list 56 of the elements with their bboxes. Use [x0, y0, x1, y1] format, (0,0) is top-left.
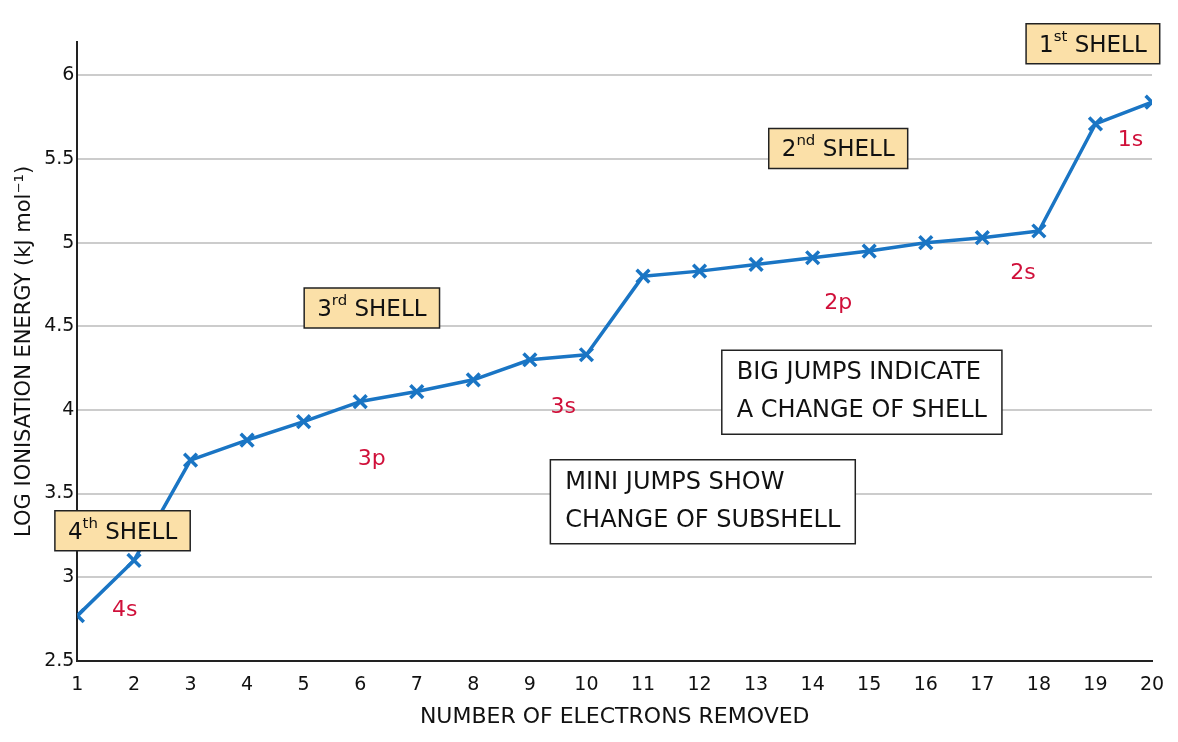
- annotation: BIG JUMPS INDICATE A CHANGE OF SHELL: [736, 357, 988, 424]
- point: [578, 346, 595, 363]
- annotation: 3s: [550, 392, 576, 418]
- x-tick-label: 3: [184, 672, 197, 695]
- point: [182, 451, 199, 469]
- x-tick-label: 14: [800, 672, 825, 695]
- y-tick-label: 6: [62, 62, 75, 85]
- annotation: 4s: [111, 595, 138, 621]
- point: [125, 552, 143, 569]
- point: [974, 229, 991, 246]
- x-tick-label: 12: [687, 672, 712, 695]
- annotation: MINI JUMPS SHOW CHANGE OF SUBSHELL: [565, 467, 841, 533]
- y-tick-label: 4: [62, 396, 75, 419]
- x-axis-title: NUMBER OF ELECTRONS REMOVED: [419, 702, 810, 728]
- x-tick-label: 18: [1026, 672, 1051, 695]
- x-tick-label: 1: [71, 672, 84, 695]
- point: [861, 242, 878, 260]
- y-axis-title: LOG IONISATION ENERGY (kJ mol⁻¹): [11, 165, 36, 537]
- y-tick-label: 3.5: [44, 480, 75, 503]
- x-tick-label: 2: [127, 672, 141, 695]
- y-tick-label: 5: [62, 229, 75, 252]
- x-tick-label: 19: [1083, 672, 1108, 695]
- y-tick-label: 3: [62, 564, 75, 587]
- annotation: 2s: [1010, 259, 1036, 285]
- x-tick-label: 20: [1139, 672, 1165, 695]
- point: [1030, 222, 1047, 240]
- x-tick-label: 6: [354, 672, 367, 695]
- x-tick-label: 10: [574, 672, 599, 695]
- point: [521, 351, 538, 368]
- point: [238, 431, 256, 449]
- x-tick-label: 8: [467, 672, 480, 695]
- annotation: 2p: [824, 289, 853, 315]
- x-tick-label: 11: [630, 672, 656, 695]
- x-tick-label: 9: [523, 672, 536, 695]
- y-tick-label: 5.5: [44, 146, 75, 169]
- point: [691, 263, 708, 280]
- point: [352, 393, 369, 410]
- point: [465, 371, 482, 388]
- point: [408, 383, 425, 400]
- y-tick-label: 4.5: [44, 313, 75, 336]
- x-tick-label: 15: [857, 672, 882, 695]
- x-tick-label: 16: [913, 672, 938, 695]
- annotation: 1s: [1117, 126, 1144, 152]
- point: [634, 268, 652, 285]
- y-tick-label: 2.5: [44, 647, 75, 670]
- point: [747, 256, 765, 273]
- x-tick-label: 5: [297, 672, 310, 695]
- point: [1087, 115, 1104, 133]
- annotation: 3p: [357, 445, 386, 471]
- x-tick-label: 4: [241, 672, 254, 695]
- x-tick-label: 13: [744, 672, 769, 695]
- x-tick-label: 17: [970, 672, 995, 695]
- point: [917, 234, 934, 251]
- point: [295, 413, 312, 430]
- x-tick-label: 7: [410, 672, 423, 695]
- point: [804, 249, 821, 266]
